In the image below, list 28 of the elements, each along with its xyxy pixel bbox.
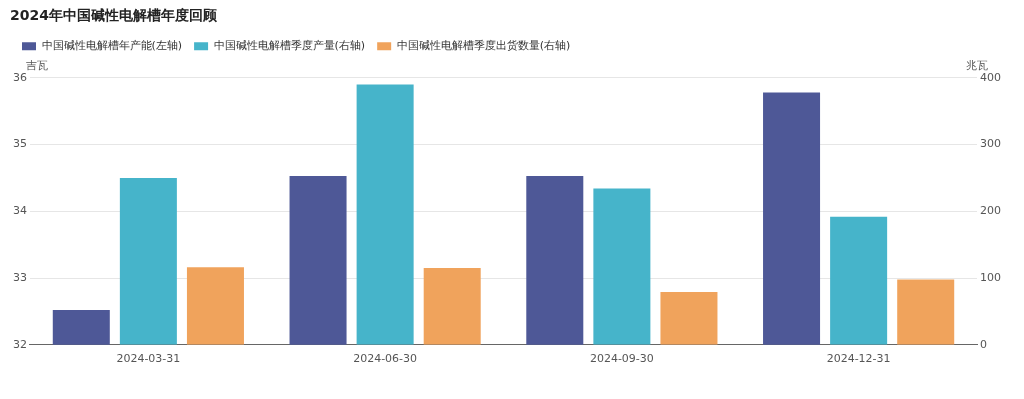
y-tick-label: 35 — [13, 137, 27, 151]
y-axis-title: 吉瓦 — [26, 58, 48, 72]
bar — [593, 188, 651, 345]
y2-tick-label: 200 — [980, 204, 1001, 218]
bar — [660, 292, 718, 345]
x-tick-label: 2024-09-30 — [589, 352, 654, 366]
legend-label: 中国碱性电解槽年产能(左轴) — [41, 39, 183, 53]
legend-label: 中国碱性电解槽季度产量(右轴) — [213, 39, 366, 53]
y-tick-label: 32 — [13, 337, 27, 351]
bar — [830, 216, 888, 345]
y2-tick-label: 300 — [980, 137, 1001, 151]
x-tick-label: 2024-12-31 — [826, 352, 891, 366]
bar — [119, 177, 177, 345]
x-tick-label: 2024-06-30 — [353, 352, 418, 366]
y2-tick-label: 0 — [980, 337, 987, 351]
y2-axis-title: 兆瓦 — [966, 58, 988, 72]
y-tick-label: 34 — [13, 204, 27, 218]
chart-title: 2024年中国碱性电解槽年度回顾 — [10, 7, 218, 24]
y-tick-label: 36 — [13, 70, 27, 84]
bar — [423, 268, 481, 345]
bar — [186, 267, 244, 345]
bar — [356, 84, 414, 345]
x-tick-label: 2024-03-31 — [116, 352, 181, 366]
legend-label: 中国碱性电解槽季度出货数量(右轴) — [396, 39, 571, 53]
bar — [897, 279, 955, 345]
y2-tick-label: 100 — [980, 270, 1001, 284]
y-tick-label: 33 — [13, 270, 27, 284]
y2-tick-label: 400 — [980, 70, 1001, 84]
